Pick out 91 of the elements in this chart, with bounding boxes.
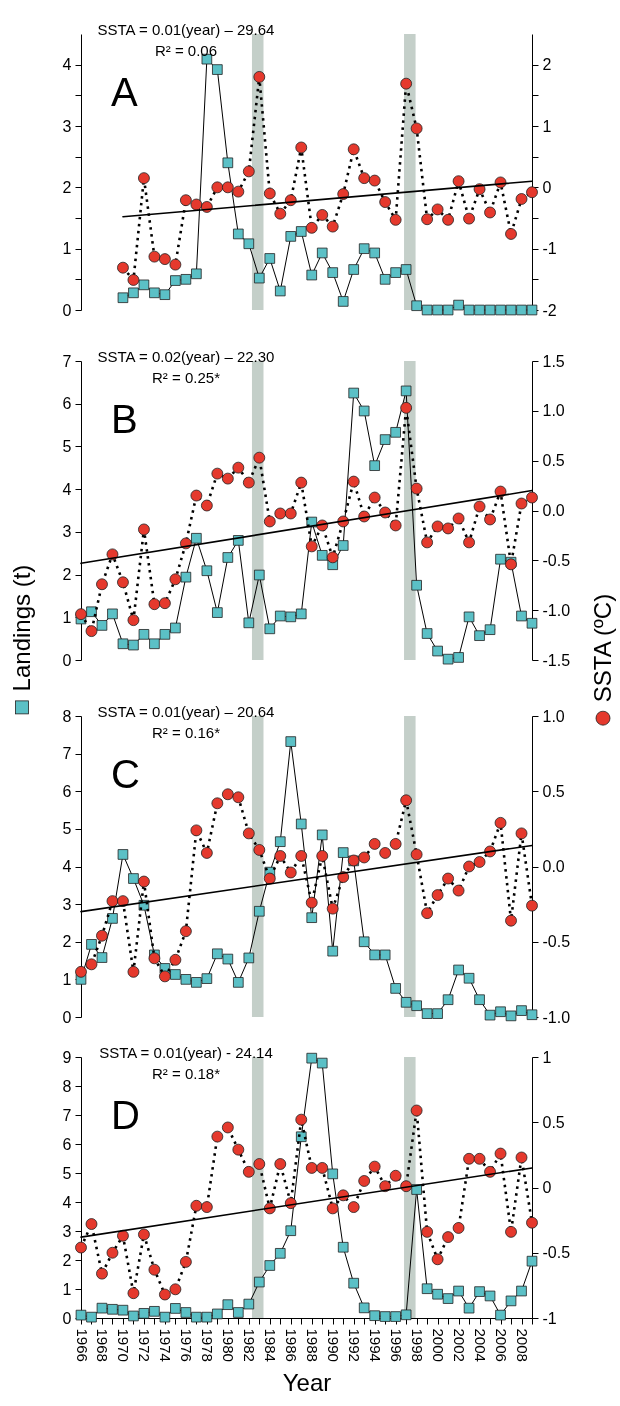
x-tick-label: 1994: [367, 1328, 385, 1362]
y2-tick-label: 0.0: [542, 502, 565, 519]
y-tick-label: 3: [62, 523, 72, 541]
x-tick-label: 1990: [325, 1328, 343, 1362]
y2-tick-label: -1.5: [542, 651, 571, 669]
y-tick-label: 8: [62, 1077, 72, 1095]
y-tick-label: 0: [62, 1008, 72, 1026]
y-tick-label: 4: [62, 1193, 72, 1211]
y-tick-label: 8: [62, 707, 72, 725]
x-tick-label: 1968: [94, 1328, 112, 1362]
y2-tick-label: 1: [542, 117, 552, 135]
y-tick-label: 5: [62, 1164, 72, 1182]
annotation: R² = 0.18*: [152, 1065, 221, 1082]
annotation: R² = 0.06: [154, 42, 218, 59]
y2-axis-title: SSTA (ºC): [589, 593, 617, 703]
y2-tick-label: 0: [542, 1179, 552, 1196]
x-tick-label: 2002: [451, 1328, 469, 1362]
y-tick-label: 7: [62, 745, 72, 763]
y-tick-label: 7: [62, 1106, 72, 1124]
y2-tick-label: -2: [542, 301, 557, 319]
y-tick-label: 2: [62, 933, 72, 951]
x-tick-label: 1982: [241, 1328, 259, 1362]
y-tick-label: 9: [62, 1048, 72, 1066]
annotation: SSTA = 0.02(year) – 22.30: [97, 348, 275, 365]
y2-tick-label: 1.0: [542, 402, 565, 420]
y-tick-label: 3: [62, 895, 72, 913]
y2-tick-label: -1: [542, 240, 557, 258]
y2-tick-label: 1.5: [542, 352, 565, 370]
y-tick-label: 4: [62, 858, 72, 875]
x-tick-label: 2006: [493, 1328, 511, 1362]
y-tick-label: 0: [62, 1309, 72, 1327]
y2-tick-label: 0.5: [542, 782, 565, 800]
y-tick-label: 1: [62, 608, 72, 626]
annotation: R² = 0.25*: [152, 369, 221, 386]
y-tick-label: 1: [62, 970, 72, 988]
x-tick-label: 2004: [472, 1328, 490, 1362]
x-tick-label: 1980: [220, 1328, 238, 1362]
annotation: A: [111, 70, 138, 114]
y-tick-label: 0: [62, 301, 72, 319]
x-tick-label: 1996: [388, 1328, 406, 1362]
y-tick-label: 0: [62, 651, 72, 669]
y-tick-label: 1: [62, 1280, 72, 1298]
y2-tick-label: -1.0: [542, 1008, 571, 1026]
annotation: B: [111, 397, 138, 441]
y-tick-label: 4: [62, 480, 72, 498]
y-tick-label: 5: [62, 820, 72, 838]
y2-tick-label: 0.0: [542, 858, 565, 875]
y2-tick-label: 1.0: [542, 707, 565, 725]
x-tick-label: 1992: [346, 1328, 364, 1362]
annotation: R² = 0.16*: [152, 724, 221, 741]
y2-tick-label: 0.5: [542, 452, 565, 470]
x-tick-label: 1970: [115, 1328, 133, 1362]
x-tick-label: 1984: [262, 1328, 280, 1362]
y-tick-label: 4: [62, 56, 72, 74]
y-tick-label: 1: [62, 240, 72, 258]
y2-tick-label: -0.5: [542, 1244, 571, 1262]
y2-tick-label: 0.5: [542, 1113, 565, 1131]
x-tick-label: 1998: [409, 1328, 427, 1362]
x-tick-label: 1988: [304, 1328, 322, 1362]
x-tick-label: 1986: [283, 1328, 301, 1362]
x-tick-label: 2008: [514, 1328, 532, 1362]
y-axis-title: Landings (t): [8, 564, 36, 692]
y-tick-label: 6: [62, 395, 72, 413]
x-tick-label: 1978: [199, 1328, 217, 1362]
y2-tick-label: 1: [542, 1048, 552, 1066]
y2-tick-label: -1.0: [542, 601, 571, 619]
y-tick-label: 6: [62, 1135, 72, 1153]
y-tick-label: 2: [62, 1251, 72, 1269]
annotation: C: [111, 752, 140, 796]
y-tick-label: 3: [62, 117, 72, 135]
y-tick-label: 6: [62, 782, 72, 800]
y2-tick-label: -1: [542, 1309, 557, 1327]
y2-tick-label: -0.5: [542, 551, 571, 569]
y2-tick-label: 0: [542, 178, 552, 196]
annotation: D: [111, 1093, 140, 1137]
x-tick-label: 1966: [73, 1328, 91, 1362]
x-tick-label: 2000: [430, 1328, 448, 1362]
annotation: SSTA = 0.01(year) – 29.64: [97, 21, 275, 38]
y-tick-label: 2: [62, 566, 72, 584]
annotation: SSTA = 0.01(year) - 24.14: [99, 1044, 273, 1061]
x-axis-title: Year: [282, 1368, 332, 1396]
x-tick-label: 1972: [136, 1328, 154, 1362]
y-tick-label: 5: [62, 437, 72, 455]
y-tick-label: 3: [62, 1222, 72, 1240]
y-tick-label: 2: [62, 178, 72, 196]
annotation: SSTA = 0.01(year) – 20.64: [97, 703, 275, 720]
x-tick-label: 1974: [157, 1328, 175, 1362]
y2-tick-label: 2: [542, 56, 552, 74]
y-tick-label: 7: [62, 352, 72, 370]
y2-tick-label: -0.5: [542, 933, 571, 951]
x-tick-label: 1976: [178, 1328, 196, 1362]
